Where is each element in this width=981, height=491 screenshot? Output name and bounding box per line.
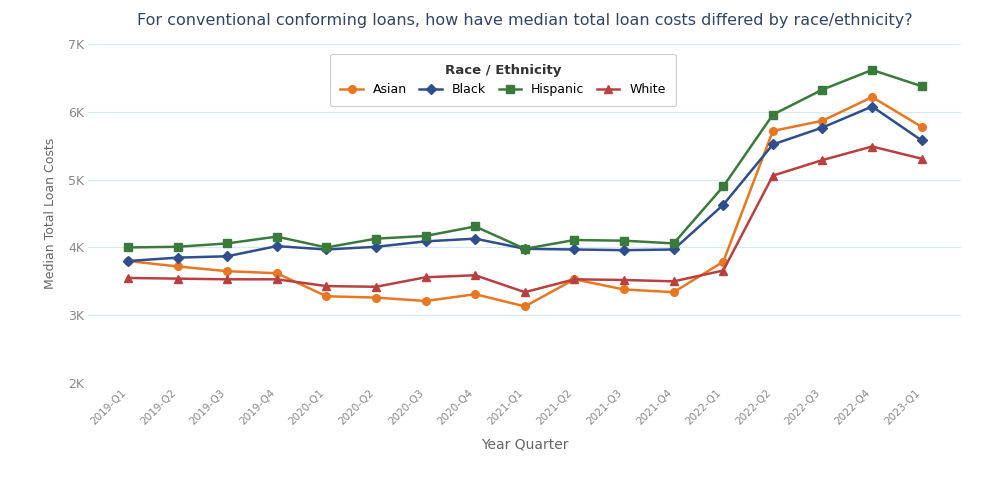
Black	[717, 202, 729, 208]
Black	[816, 125, 828, 131]
White	[321, 283, 333, 289]
Hispanic	[222, 241, 233, 246]
Black	[469, 236, 481, 242]
White	[767, 173, 779, 179]
Asian	[866, 94, 878, 100]
Asian	[519, 303, 531, 309]
White	[420, 274, 432, 280]
Title: For conventional conforming loans, how have median total loan costs differed by : For conventional conforming loans, how h…	[137, 13, 912, 28]
White	[519, 289, 531, 295]
Black	[172, 255, 183, 261]
White	[816, 157, 828, 163]
White	[668, 278, 680, 284]
White	[370, 284, 382, 290]
Line: Black: Black	[125, 103, 925, 265]
Hispanic	[618, 238, 630, 244]
Black	[569, 246, 581, 252]
Asian	[122, 258, 133, 264]
Hispanic	[420, 233, 432, 239]
Asian	[717, 259, 729, 265]
White	[916, 156, 928, 162]
Asian	[668, 289, 680, 295]
Asian	[767, 128, 779, 134]
Asian	[172, 264, 183, 270]
Black	[370, 244, 382, 250]
Asian	[271, 270, 283, 276]
Hispanic	[866, 67, 878, 73]
Black	[618, 247, 630, 253]
Asian	[370, 295, 382, 300]
White	[866, 143, 878, 149]
Hispanic	[717, 184, 729, 190]
Hispanic	[767, 112, 779, 118]
Black	[916, 137, 928, 143]
Asian	[618, 287, 630, 293]
Black	[668, 246, 680, 252]
Hispanic	[816, 86, 828, 92]
Hispanic	[916, 83, 928, 89]
X-axis label: Year Quarter: Year Quarter	[481, 437, 569, 451]
Black	[866, 104, 878, 109]
White	[717, 268, 729, 273]
Asian	[916, 124, 928, 130]
White	[222, 276, 233, 282]
Black	[420, 239, 432, 245]
Black	[122, 258, 133, 264]
Asian	[420, 298, 432, 304]
White	[618, 277, 630, 283]
Legend: Asian, Black, Hispanic, White: Asian, Black, Hispanic, White	[331, 54, 676, 106]
White	[469, 273, 481, 278]
Line: White: White	[125, 143, 925, 296]
Black	[767, 141, 779, 147]
Hispanic	[122, 245, 133, 250]
Hispanic	[172, 244, 183, 250]
Black	[519, 246, 531, 252]
Line: Asian: Asian	[125, 93, 925, 310]
Asian	[469, 291, 481, 297]
Hispanic	[519, 246, 531, 252]
Hispanic	[469, 223, 481, 229]
White	[172, 275, 183, 281]
Hispanic	[569, 237, 581, 243]
Line: Hispanic: Hispanic	[125, 66, 925, 253]
Hispanic	[271, 234, 283, 240]
Hispanic	[321, 245, 333, 250]
Y-axis label: Median Total Loan Costs: Median Total Loan Costs	[44, 138, 57, 289]
Asian	[222, 268, 233, 274]
White	[122, 275, 133, 281]
Asian	[569, 276, 581, 282]
Black	[321, 246, 333, 252]
Hispanic	[668, 241, 680, 246]
Black	[222, 253, 233, 259]
Hispanic	[370, 236, 382, 242]
Asian	[816, 118, 828, 124]
White	[569, 276, 581, 282]
White	[271, 276, 283, 282]
Asian	[321, 293, 333, 299]
Black	[271, 243, 283, 249]
